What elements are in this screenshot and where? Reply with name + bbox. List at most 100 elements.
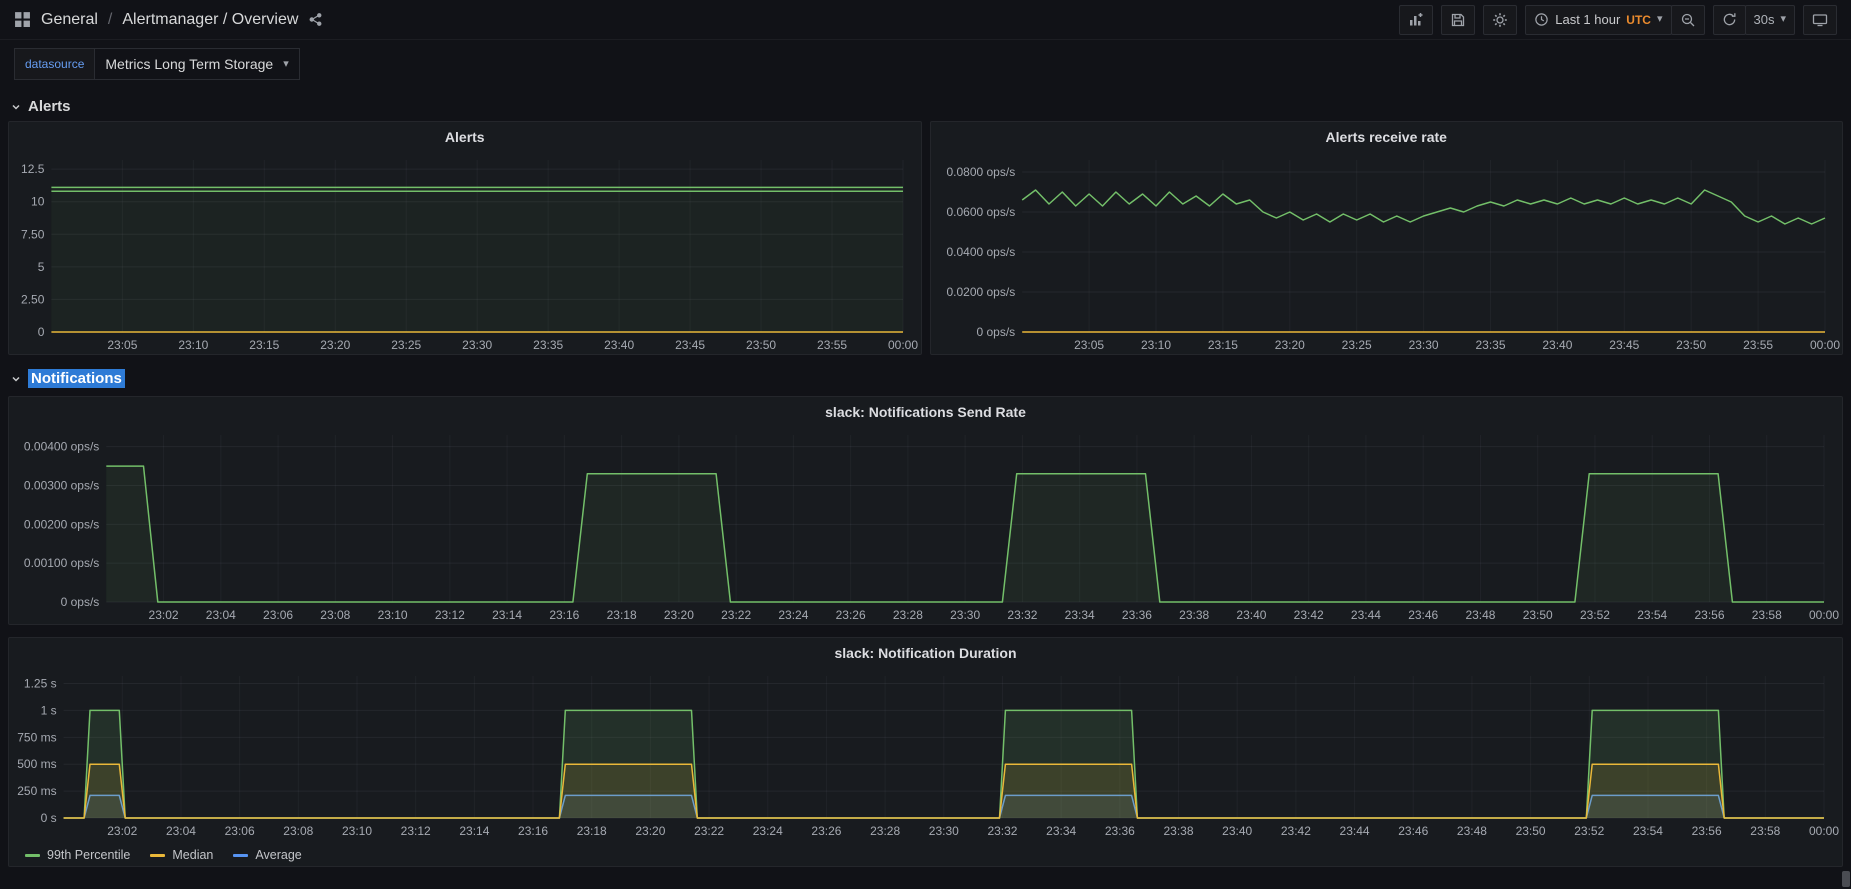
legend-swatch [233, 853, 249, 857]
add-panel-button[interactable] [1399, 4, 1434, 35]
x-axis-tick-label: 23:18 [577, 824, 607, 838]
x-axis-tick-label: 23:12 [435, 608, 465, 622]
legend-label: Median [172, 848, 214, 862]
y-axis-tick-label: 500 ms [17, 757, 56, 771]
section-title: Alerts [28, 98, 71, 115]
navbar: General / Alertmanager / Overview [0, 0, 1851, 40]
series-line [63, 763, 1824, 819]
scrollbar-thumb[interactable] [1842, 871, 1850, 887]
x-axis-tick-label: 23:32 [987, 824, 1017, 838]
panel-title-send-rate[interactable]: slack: Notifications Send Rate [825, 404, 1026, 420]
x-axis-tick-label: 23:42 [1281, 824, 1311, 838]
tv-mode-button[interactable] [1803, 4, 1837, 35]
y-axis-tick-label: 0 s [41, 811, 57, 825]
chart-svg: 23:02 23:04 23:06 23:08 23:10 23:12 23:14 23:16… [17, 676, 1839, 838]
x-axis-tick-label: 23:54 [1633, 824, 1663, 838]
submenu: datasource Metrics Long Term Storage ▾ [0, 40, 1851, 88]
x-axis-tick-label: 23:35 [1475, 338, 1505, 352]
x-axis-tick-label: 23:10 [178, 338, 208, 352]
x-axis-tick-label: 23:55 [1743, 338, 1773, 352]
y-axis-tick-label: 0.00400 ops/s [24, 440, 99, 454]
panel-title-alerts[interactable]: Alerts [444, 129, 485, 145]
x-axis-tick-label: 23:45 [675, 338, 705, 352]
refresh-button[interactable] [1712, 4, 1746, 35]
x-axis-tick-label: 00:00 [888, 338, 918, 352]
x-axis-tick-label: 23:08 [283, 824, 313, 838]
x-axis-tick-label: 23:44 [1340, 824, 1370, 838]
y-axis-tick-label: 0.00200 ops/s [24, 517, 99, 531]
x-axis-tick-label: 23:28 [893, 608, 923, 622]
chevron-down-icon: ▾ [1780, 13, 1786, 25]
panel-title-notification-duration[interactable]: slack: Notification Duration [834, 645, 1017, 661]
legend-swatch [25, 853, 40, 857]
x-axis-tick-label: 23:10 [378, 608, 408, 622]
datasource-value: Metrics Long Term Storage [105, 56, 274, 72]
share-icon[interactable] [308, 12, 323, 27]
x-axis-tick-label: 23:34 [1065, 608, 1095, 622]
x-axis-tick-label: 23:06 [225, 824, 255, 838]
time-range-label: Last 1 hour [1555, 12, 1621, 27]
section-header-alerts[interactable]: Alerts [0, 88, 1851, 121]
section-title-selected: Notifications [28, 369, 125, 388]
x-axis-tick-label: 23:52 [1580, 608, 1610, 622]
x-axis-tick-label: 23:24 [778, 608, 808, 622]
x-axis-tick-label: 23:46 [1408, 608, 1438, 622]
legend-item[interactable]: Average [233, 848, 302, 862]
dashboard-settings-button[interactable] [1483, 4, 1518, 35]
refresh-icon [1722, 12, 1737, 27]
clock-icon [1534, 12, 1549, 27]
y-axis-tick-label: 12.5 [21, 162, 45, 176]
chevron-down-icon: ▾ [1656, 13, 1663, 25]
datasource-variable: datasource Metrics Long Term Storage ▾ [14, 48, 300, 80]
time-range-timezone: UTC [1626, 12, 1651, 27]
x-axis-tick-label: 23:40 [604, 338, 634, 352]
chart-svg: 23:05 23:10 23:15 23:20 23:25 23:30 23:35 23:40… [21, 160, 918, 352]
x-axis-tick-label: 23:36 [1122, 608, 1152, 622]
zoom-out-icon [1680, 12, 1696, 28]
x-axis-tick-label: 23:50 [1676, 338, 1706, 352]
y-axis-tick-label: 0.0800 ops/s [946, 165, 1015, 179]
x-axis-tick-label: 23:05 [1074, 338, 1104, 352]
save-dashboard-button[interactable] [1441, 4, 1476, 35]
x-axis-tick-label: 23:36 [1105, 824, 1135, 838]
dashboards-grid-icon[interactable] [14, 11, 31, 28]
save-icon [1450, 12, 1466, 28]
x-axis-tick-label: 23:30 [462, 338, 492, 352]
x-axis-tick-label: 23:15 [1207, 338, 1237, 352]
refresh-interval-picker[interactable]: 30s ▾ [1744, 4, 1795, 35]
x-axis-tick-label: 23:40 [1236, 608, 1266, 622]
x-axis-tick-label: 23:12 [401, 824, 431, 838]
chevron-down-icon [10, 373, 22, 385]
time-range-picker[interactable]: Last 1 hour UTC ▾ [1525, 4, 1672, 35]
x-axis-tick-label: 23:38 [1164, 824, 1194, 838]
y-axis-tick-label: 1 s [41, 703, 57, 717]
y-axis-tick-label: 0 ops/s [61, 595, 100, 609]
panel-title-alerts-receive-rate[interactable]: Alerts receive rate [1325, 129, 1447, 145]
gear-icon [1492, 12, 1508, 28]
legend-item[interactable]: 99th Percentile [25, 848, 130, 862]
x-axis-tick-label: 23:16 [549, 608, 579, 622]
zoom-out-button[interactable] [1670, 4, 1705, 35]
x-axis-tick-label: 00:00 [1809, 824, 1839, 838]
y-axis-tick-label: 0 [38, 325, 45, 339]
legend-item[interactable]: Median [150, 848, 213, 862]
y-axis-tick-label: 0.0400 ops/s [946, 245, 1015, 259]
datasource-picker[interactable]: Metrics Long Term Storage ▾ [94, 48, 300, 80]
breadcrumb-root[interactable]: General [41, 10, 98, 28]
x-axis-tick-label: 23:26 [836, 608, 866, 622]
variable-label[interactable]: datasource [14, 48, 95, 80]
alerts-chart: 23:05 23:10 23:15 23:20 23:25 23:30 23:35 23:40… [9, 152, 921, 354]
x-axis-tick-label: 23:20 [320, 338, 350, 352]
legend-label: Average [255, 848, 302, 862]
chart-svg: 23:05 23:10 23:15 23:20 23:25 23:30 23:35 23:40… [946, 160, 1840, 352]
y-axis-tick-label: 0.0600 ops/s [946, 205, 1015, 219]
x-axis-tick-label: 23:10 [1140, 338, 1170, 352]
x-axis-tick-label: 23:30 [929, 824, 959, 838]
x-axis-tick-label: 23:42 [1294, 608, 1324, 622]
legend: 99th Percentile Median Average [9, 842, 1842, 866]
x-axis-tick-label: 23:32 [1007, 608, 1037, 622]
section-header-notifications[interactable]: Notifications [0, 355, 1851, 396]
breadcrumb-current[interactable]: Alertmanager / Overview [122, 10, 299, 28]
x-axis-tick-label: 23:48 [1465, 608, 1495, 622]
x-axis-tick-label: 23:04 [206, 608, 236, 622]
